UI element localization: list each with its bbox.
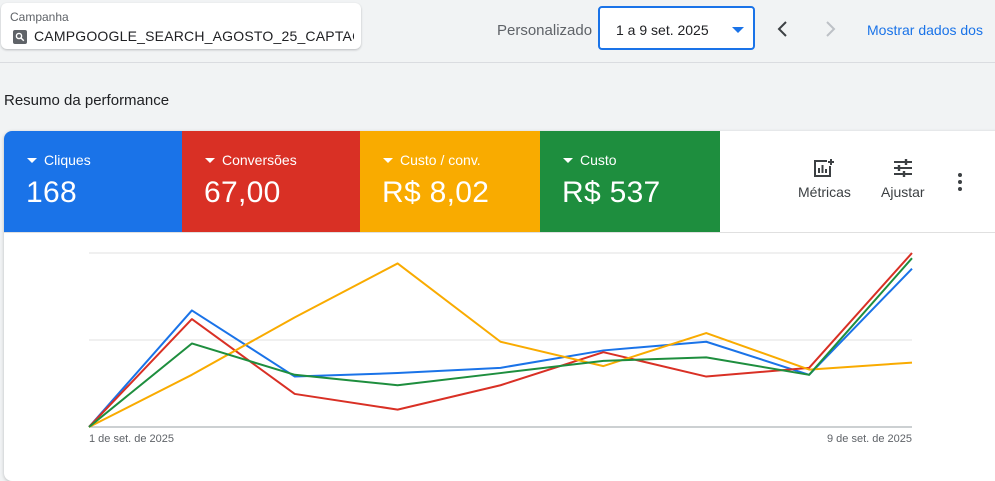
tune-icon xyxy=(893,159,912,177)
metric-card-conversions[interactable]: Conversões 67,00 xyxy=(182,131,360,232)
series-line-2 xyxy=(88,262,913,428)
x-tick-label-start: 1 de set. de 2025 xyxy=(89,433,174,445)
metric-card-clicks[interactable]: Cliques 168 xyxy=(4,131,182,232)
dropdown-triangle-icon xyxy=(383,157,393,163)
add-chart-icon xyxy=(814,158,836,177)
next-period-button[interactable] xyxy=(820,18,840,40)
performance-chart: 1 de set. de 2025 9 de set. de 2025 xyxy=(88,252,913,445)
card-divider xyxy=(4,232,995,233)
metric-card-cost[interactable]: Custo R$ 537 xyxy=(540,131,720,232)
metric-value: 168 xyxy=(26,176,77,209)
metric-value: 67,00 xyxy=(204,176,281,209)
dropdown-triangle-icon xyxy=(205,157,215,163)
date-range-dropdown[interactable]: 1 a 9 set. 2025 xyxy=(598,6,755,50)
chevron-right-icon xyxy=(826,21,836,37)
search-icon xyxy=(13,30,27,44)
dropdown-triangle-icon xyxy=(563,157,573,163)
x-tick-label-end: 9 de set. de 2025 xyxy=(827,433,912,445)
series-line-3 xyxy=(88,257,913,428)
campaign-selector[interactable]: Campanha CAMPGOOGLE_SEARCH_AGOSTO_25_CAP… xyxy=(1,3,361,49)
section-title: Resumo da performance xyxy=(4,92,170,109)
show-data-link[interactable]: Mostrar dados dos xyxy=(867,22,983,38)
series-line-1 xyxy=(88,252,913,428)
adjust-button-label: Ajustar xyxy=(881,184,925,200)
metric-value: R$ 537 xyxy=(562,176,661,209)
adjust-button[interactable]: Ajustar xyxy=(881,158,925,200)
campaign-label: Campanha xyxy=(10,10,69,24)
top-bar: Campanha CAMPGOOGLE_SEARCH_AGOSTO_25_CAP… xyxy=(0,0,995,63)
performance-card: Cliques 168 Conversões 67,00 Custo / con… xyxy=(4,131,995,481)
date-mode-label: Personalizado xyxy=(497,22,593,39)
previous-period-button[interactable] xyxy=(773,18,793,40)
dropdown-triangle-icon xyxy=(27,157,37,163)
chevron-left-icon xyxy=(777,21,787,37)
metric-card-cost-per-conversion[interactable]: Custo / conv. R$ 8,02 xyxy=(360,131,540,232)
date-range-value: 1 a 9 set. 2025 xyxy=(616,22,709,38)
metric-label: Conversões xyxy=(222,152,297,168)
series-line-0 xyxy=(88,267,913,428)
metrics-button[interactable]: Métricas xyxy=(798,158,851,200)
more-vert-icon[interactable] xyxy=(958,173,964,194)
campaign-name: CAMPGOOGLE_SEARCH_AGOSTO_25_CAPTACAO xyxy=(34,28,354,44)
caret-down-icon xyxy=(732,27,744,33)
metric-label: Custo / conv. xyxy=(400,152,481,168)
metric-label: Cliques xyxy=(44,152,91,168)
metrics-button-label: Métricas xyxy=(798,184,851,200)
metric-value: R$ 8,02 xyxy=(382,176,490,209)
metric-label: Custo xyxy=(580,152,617,168)
